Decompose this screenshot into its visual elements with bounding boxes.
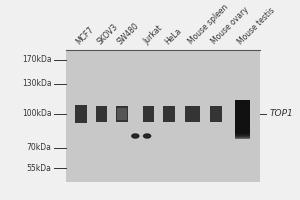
FancyBboxPatch shape: [75, 105, 87, 123]
FancyBboxPatch shape: [236, 100, 250, 128]
Text: Mouse ovary: Mouse ovary: [210, 5, 251, 46]
FancyBboxPatch shape: [143, 106, 154, 122]
FancyBboxPatch shape: [116, 106, 128, 122]
FancyBboxPatch shape: [236, 100, 250, 130]
Text: SW480: SW480: [116, 21, 141, 46]
Text: 55kDa: 55kDa: [27, 164, 51, 173]
FancyBboxPatch shape: [236, 100, 250, 137]
FancyBboxPatch shape: [185, 106, 200, 122]
Text: 70kDa: 70kDa: [27, 143, 51, 152]
FancyBboxPatch shape: [117, 108, 127, 120]
Text: 100kDa: 100kDa: [22, 109, 51, 118]
FancyBboxPatch shape: [236, 100, 250, 131]
Text: 170kDa: 170kDa: [22, 55, 51, 64]
FancyBboxPatch shape: [236, 100, 250, 136]
Text: Jurkat: Jurkat: [142, 24, 165, 46]
Text: SKOV3: SKOV3: [95, 22, 119, 46]
FancyBboxPatch shape: [236, 100, 250, 132]
Text: MCF7: MCF7: [74, 25, 96, 46]
Text: 130kDa: 130kDa: [22, 79, 51, 88]
FancyBboxPatch shape: [236, 100, 250, 133]
FancyBboxPatch shape: [96, 106, 107, 122]
Text: Mouse spleen: Mouse spleen: [186, 3, 230, 46]
FancyBboxPatch shape: [66, 50, 260, 182]
FancyBboxPatch shape: [236, 100, 250, 138]
FancyBboxPatch shape: [236, 100, 250, 135]
FancyBboxPatch shape: [236, 100, 250, 139]
FancyBboxPatch shape: [236, 100, 250, 133]
Text: Mouse testis: Mouse testis: [236, 6, 277, 46]
FancyBboxPatch shape: [236, 100, 250, 128]
Text: HeLa: HeLa: [163, 26, 183, 46]
FancyBboxPatch shape: [163, 106, 175, 122]
FancyBboxPatch shape: [236, 100, 250, 129]
Circle shape: [144, 134, 151, 138]
Circle shape: [132, 134, 139, 138]
FancyBboxPatch shape: [236, 100, 250, 134]
FancyBboxPatch shape: [210, 106, 222, 122]
Text: TOP1: TOP1: [269, 109, 293, 118]
FancyBboxPatch shape: [236, 100, 250, 139]
